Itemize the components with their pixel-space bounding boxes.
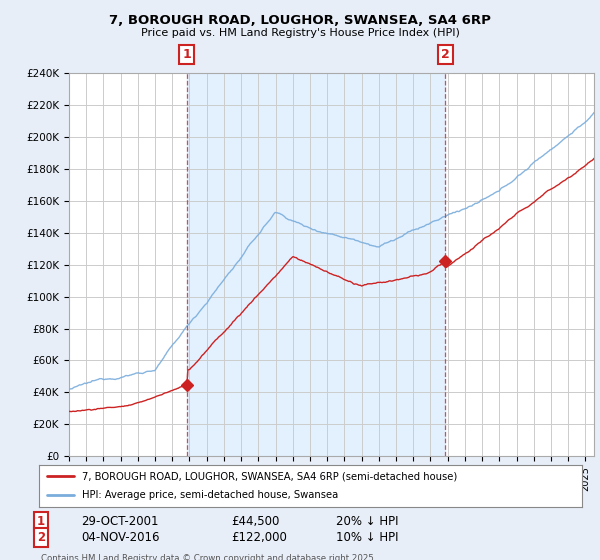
Text: 04-NOV-2016: 04-NOV-2016: [81, 531, 160, 544]
Text: Contains HM Land Registry data © Crown copyright and database right 2025.
This d: Contains HM Land Registry data © Crown c…: [41, 554, 376, 560]
Text: 10% ↓ HPI: 10% ↓ HPI: [336, 531, 398, 544]
Text: HPI: Average price, semi-detached house, Swansea: HPI: Average price, semi-detached house,…: [82, 490, 338, 500]
Text: Price paid vs. HM Land Registry's House Price Index (HPI): Price paid vs. HM Land Registry's House …: [140, 28, 460, 38]
Text: 1: 1: [37, 515, 45, 529]
Text: 7, BOROUGH ROAD, LOUGHOR, SWANSEA, SA4 6RP (semi-detached house): 7, BOROUGH ROAD, LOUGHOR, SWANSEA, SA4 6…: [82, 471, 458, 481]
Text: 2: 2: [441, 48, 449, 61]
Text: 7, BOROUGH ROAD, LOUGHOR, SWANSEA, SA4 6RP: 7, BOROUGH ROAD, LOUGHOR, SWANSEA, SA4 6…: [109, 14, 491, 27]
Text: £44,500: £44,500: [231, 515, 280, 529]
Text: 1: 1: [182, 48, 191, 61]
Text: 29-OCT-2001: 29-OCT-2001: [81, 515, 158, 529]
Text: 20% ↓ HPI: 20% ↓ HPI: [336, 515, 398, 529]
Text: £122,000: £122,000: [231, 531, 287, 544]
Text: 2: 2: [37, 531, 45, 544]
Bar: [187, 73, 445, 456]
